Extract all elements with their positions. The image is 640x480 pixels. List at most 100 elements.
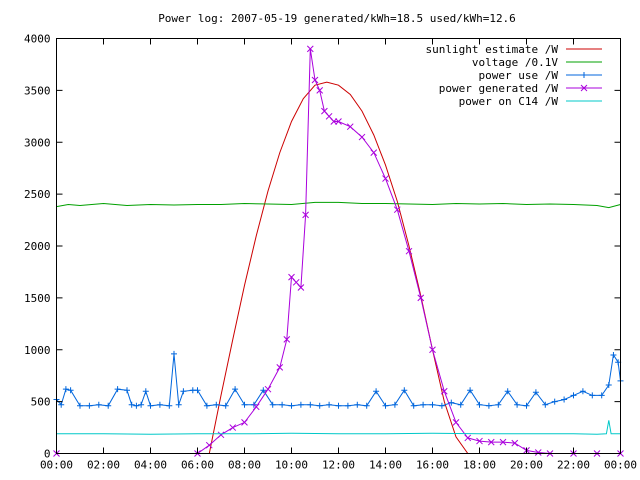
data-point bbox=[495, 401, 502, 408]
data-point bbox=[311, 76, 319, 84]
data-point bbox=[124, 387, 130, 394]
data-point bbox=[589, 392, 596, 399]
data-point bbox=[610, 351, 617, 358]
data-point bbox=[213, 401, 220, 408]
x-axis: 00:00 02:00 04:00 06:00 08:00 10:00 12:00 14:00… bbox=[40, 38, 637, 472]
data-point bbox=[487, 438, 495, 446]
data-point bbox=[194, 387, 201, 394]
data-point bbox=[306, 45, 314, 53]
data-point bbox=[354, 401, 361, 408]
data-point bbox=[297, 284, 305, 291]
data-point bbox=[77, 402, 83, 409]
data-point bbox=[410, 402, 417, 409]
data-point bbox=[391, 401, 398, 408]
data-point bbox=[58, 401, 65, 408]
data-point bbox=[358, 133, 366, 141]
data-point bbox=[346, 123, 354, 131]
chart-title: Power log: 2007-05-19 generated/kWh=18.5… bbox=[158, 12, 516, 25]
data-point bbox=[382, 402, 389, 409]
data-point bbox=[133, 402, 140, 409]
series-line bbox=[56, 48, 621, 454]
data-point bbox=[138, 401, 145, 408]
data-point bbox=[229, 424, 237, 431]
x-tick-label: 00:00 bbox=[604, 459, 637, 472]
legend-entry: power use /W bbox=[479, 69, 602, 82]
data-point bbox=[523, 402, 530, 409]
x-tick-label: 14:00 bbox=[369, 459, 402, 472]
data-point bbox=[67, 387, 74, 394]
data-point bbox=[370, 149, 378, 156]
data-point bbox=[561, 396, 568, 403]
data-point bbox=[217, 431, 225, 439]
data-point bbox=[605, 382, 612, 389]
data-point bbox=[448, 399, 455, 406]
x-tick-label: 04:00 bbox=[134, 459, 167, 472]
data-point bbox=[86, 402, 93, 409]
x-tick-label: 12:00 bbox=[322, 459, 355, 472]
data-point bbox=[316, 87, 324, 94]
data-point bbox=[260, 387, 267, 394]
x-tick-label: 08:00 bbox=[228, 459, 261, 472]
data-point bbox=[452, 419, 460, 426]
data-point bbox=[297, 401, 304, 408]
legend-label: sunlight estimate /W bbox=[426, 43, 559, 56]
data-point bbox=[269, 401, 276, 408]
data-point bbox=[542, 401, 549, 408]
data-point bbox=[62, 386, 69, 393]
data-point bbox=[326, 401, 333, 408]
legend-entry: voltage /0.1V bbox=[472, 56, 602, 69]
data-point bbox=[401, 387, 408, 394]
data-point bbox=[405, 247, 413, 255]
series-line bbox=[56, 201, 621, 209]
y-tick-label: 0 bbox=[44, 448, 51, 461]
y-tick-label: 2000 bbox=[24, 240, 51, 253]
data-point bbox=[504, 388, 511, 395]
series-0 bbox=[208, 81, 469, 454]
data-point bbox=[232, 386, 239, 393]
data-point bbox=[440, 387, 448, 395]
series-1 bbox=[56, 201, 621, 209]
x-tick-label: 18:00 bbox=[463, 459, 496, 472]
data-point bbox=[156, 401, 163, 408]
data-point bbox=[457, 401, 464, 408]
series-2 bbox=[53, 350, 624, 409]
data-point bbox=[335, 402, 342, 409]
data-point bbox=[276, 364, 284, 371]
data-point bbox=[393, 206, 401, 214]
legend-entry: sunlight estimate /W bbox=[426, 43, 602, 56]
data-point bbox=[499, 438, 507, 446]
data-point bbox=[344, 402, 351, 409]
data-point bbox=[335, 118, 342, 125]
data-point bbox=[142, 388, 149, 395]
data-point bbox=[147, 402, 154, 409]
data-point bbox=[511, 439, 519, 447]
legend-marker bbox=[581, 72, 587, 78]
data-point bbox=[429, 401, 436, 408]
data-point bbox=[264, 385, 272, 393]
data-point bbox=[598, 392, 605, 399]
data-point bbox=[128, 401, 135, 408]
legend-label: power generated /W bbox=[439, 82, 559, 95]
data-point bbox=[203, 402, 210, 409]
x-tick-label: 22:00 bbox=[557, 459, 590, 472]
data-point bbox=[302, 211, 309, 219]
data-point bbox=[307, 401, 314, 408]
data-point bbox=[283, 336, 291, 343]
data-point bbox=[105, 402, 112, 409]
data-point bbox=[551, 398, 558, 405]
legend-label: power use /W bbox=[479, 69, 559, 82]
y-tick-label: 4000 bbox=[24, 33, 51, 46]
x-tick-label: 00:00 bbox=[40, 459, 73, 472]
x-tick-label: 16:00 bbox=[416, 459, 449, 472]
x-tick-label: 10:00 bbox=[275, 459, 308, 472]
data-point bbox=[532, 389, 539, 396]
data-point bbox=[420, 401, 427, 408]
data-point bbox=[476, 401, 483, 408]
data-point bbox=[476, 437, 483, 445]
series-line bbox=[56, 353, 621, 407]
data-point bbox=[373, 388, 380, 395]
data-point bbox=[252, 403, 260, 411]
y-tick-label: 2500 bbox=[24, 188, 51, 201]
